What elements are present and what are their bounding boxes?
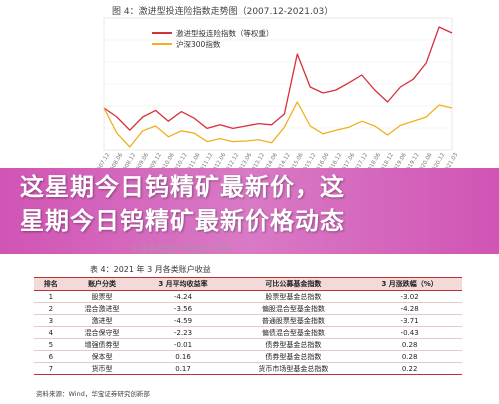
cell-fund-index: 债券型基金总指数 — [229, 350, 358, 363]
cell-account-type: 激进型 — [67, 314, 137, 327]
cell-march-return: 0.17 — [136, 362, 230, 375]
cell-march-change: -4.28 — [357, 302, 462, 315]
cell-march-return: -4.24 — [136, 290, 230, 303]
cell-march-return: -0.01 — [136, 338, 230, 351]
chart-grid — [103, 17, 453, 151]
cell-fund-index: 股票型基金总指数 — [229, 290, 358, 303]
fund-return-table: 排名 账户分类 3 月平均收益率 可比公募基金指数 3 月涨跌幅（%） 1 股票… — [34, 277, 462, 375]
cell-march-change: 0.28 — [357, 338, 462, 351]
headline: 这星期今日钨精矿最新价，这 星期今日钨精矿最新价格动态 — [20, 170, 490, 238]
chart-lines — [103, 26, 453, 148]
cell-account-type: 货币型 — [67, 362, 137, 375]
line-chart: 2007.122008.062008.122009.062009.122010.… — [95, 17, 460, 172]
cell-rank: 7 — [34, 362, 68, 375]
cell-rank: 2 — [34, 302, 68, 315]
series-line-2 — [103, 101, 453, 148]
chart-panel — [0, 0, 499, 172]
cell-fund-index: 偏债混合型基金指数 — [229, 326, 358, 339]
cell-march-return: -4.59 — [136, 314, 230, 327]
cell-march-change: -3.71 — [357, 314, 462, 327]
table-row: 4 混合保守型 -2.23 偏债混合型基金指数 -0.43 — [34, 326, 462, 339]
headline-line-1: 这星期今日钨精矿最新价，这 — [20, 173, 345, 201]
table-row: 5 增强债券型 -0.01 债券型基金总指数 0.28 — [34, 338, 462, 351]
cell-march-return: -3.56 — [136, 302, 230, 315]
headline-line-2: 星期今日钨精矿最新价格动态 — [20, 207, 345, 235]
table-row: 2 混合激进型 -3.56 偏股混合型基金指数 -4.28 — [34, 302, 462, 315]
headline-banner — [0, 168, 499, 254]
header-rank: 排名 — [34, 277, 68, 291]
table-row: 1 股票型 -4.24 股票型基金总指数 -3.02 — [34, 290, 462, 303]
cell-account-type: 保本型 — [67, 350, 137, 363]
cell-fund-index: 货币市场型基金总指数 — [229, 362, 358, 375]
cell-rank: 1 — [34, 290, 68, 303]
cell-rank: 3 — [34, 314, 68, 327]
cell-march-return: -2.23 — [136, 326, 230, 339]
series-line-1 — [103, 26, 453, 131]
cell-fund-index: 债券型基金总指数 — [229, 338, 358, 351]
legend-label: 沪深300指数 — [176, 39, 221, 49]
cell-march-return: 0.16 — [136, 350, 230, 363]
cell-fund-index: 普通股票型基金指数 — [229, 314, 358, 327]
table-row: 7 货币型 0.17 货币市场型基金总指数 0.22 — [34, 362, 462, 375]
legend-label: 激进型投连险指数（等权重） — [176, 28, 274, 38]
cell-account-type: 股票型 — [67, 290, 137, 303]
source-note: 资料来源：Wind，华宝证券研究创新部 — [36, 390, 150, 398]
cell-fund-index: 偏股混合型基金指数 — [229, 302, 358, 315]
faint-caption: 3 月各类账户排名见下表。 — [130, 245, 238, 255]
header-fund-index: 可比公募基金指数 — [229, 277, 358, 291]
table-row: 3 激进型 -4.59 普通股票型基金指数 -3.71 — [34, 314, 462, 327]
table-title: 表 4：2021 年 3 月各类账户收益 — [90, 265, 211, 274]
cell-account-type: 增强债券型 — [67, 338, 137, 351]
cell-march-change: -3.02 — [357, 290, 462, 303]
cell-march-change: 0.22 — [357, 362, 462, 375]
cell-account-type: 混合保守型 — [67, 326, 137, 339]
cell-account-type: 混合激进型 — [67, 302, 137, 315]
chart-legend: 激进型投连险指数（等权重）沪深300指数 — [152, 28, 274, 49]
table-header-row: 排名 账户分类 3 月平均收益率 可比公募基金指数 3 月涨跌幅（%） — [34, 277, 462, 291]
chart-title: 图 4：激进型投连险指数走势图（2007.12-2021.03） — [112, 7, 334, 17]
cell-rank: 4 — [34, 326, 68, 339]
cell-rank: 5 — [34, 338, 68, 351]
header-march-return: 3 月平均收益率 — [136, 277, 230, 291]
cell-march-change: 0.28 — [357, 350, 462, 363]
cell-march-change: -0.43 — [357, 326, 462, 339]
header-march-change: 3 月涨跌幅（%） — [357, 277, 462, 291]
table-row: 6 保本型 0.16 债券型基金总指数 0.28 — [34, 350, 462, 363]
cell-rank: 6 — [34, 350, 68, 363]
header-account-type: 账户分类 — [67, 277, 137, 291]
